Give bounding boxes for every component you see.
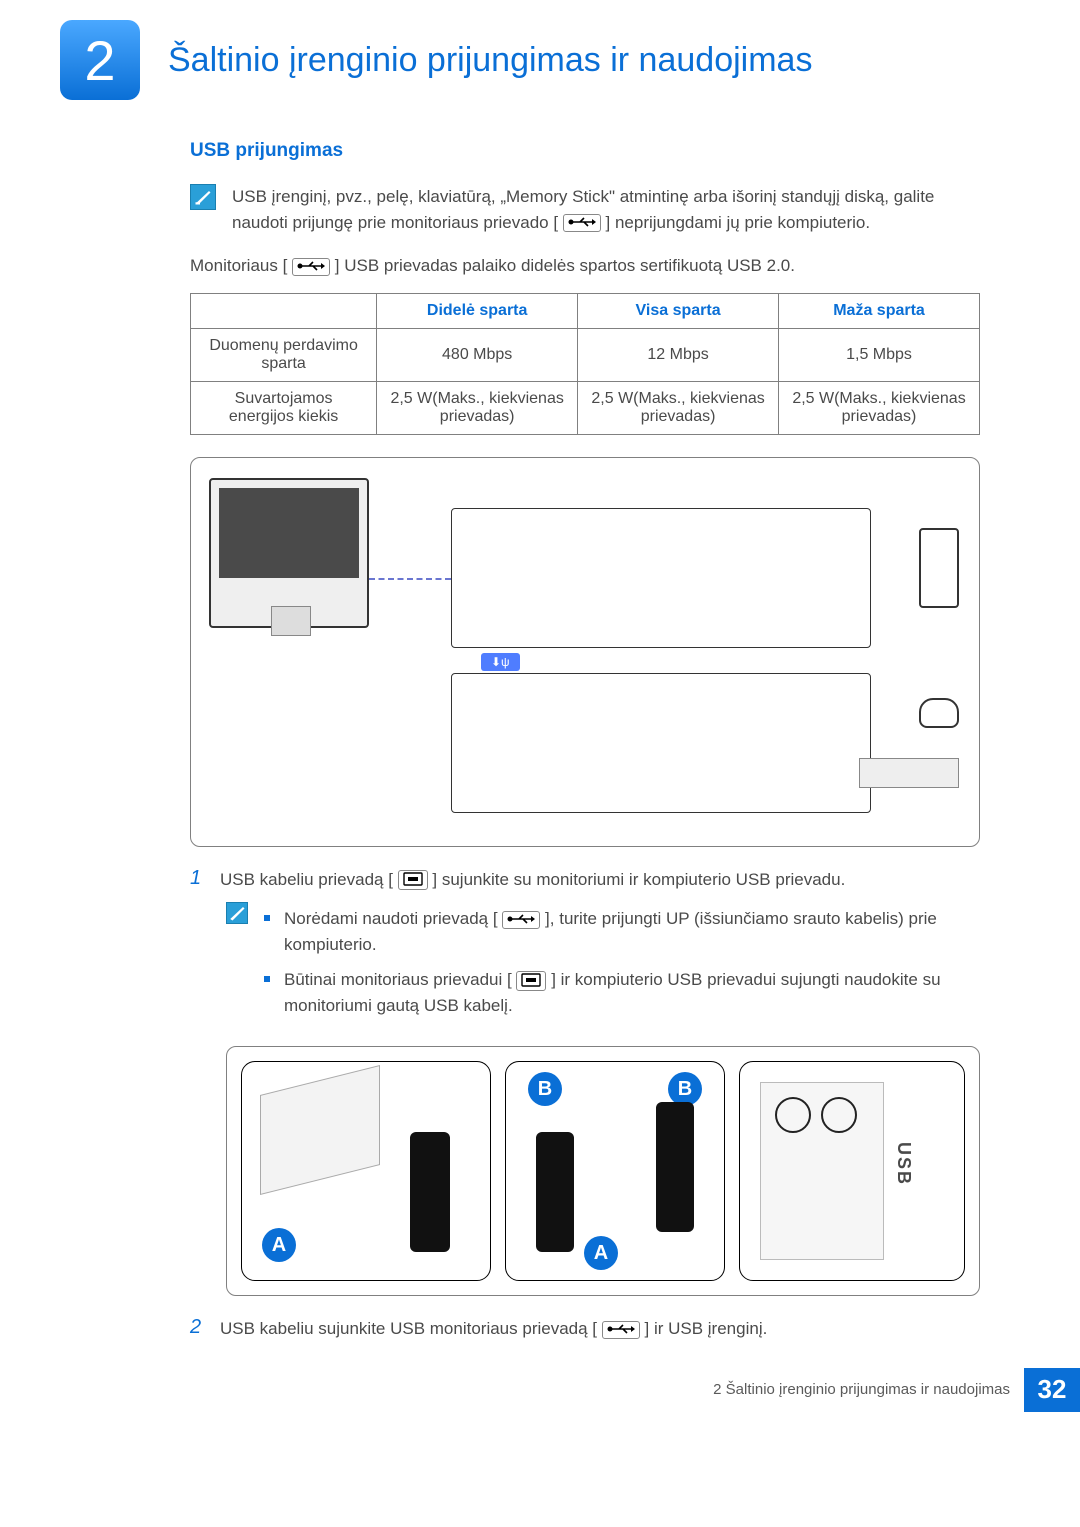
connection-diagram-1: ⬇ψ xyxy=(190,457,980,847)
table-header-cell: Visa sparta xyxy=(578,293,779,328)
page-header: 2 Šaltinio įrenginio prijungimas ir naud… xyxy=(0,0,1080,140)
step-text: USB kabeliu sujunkite USB monitoriaus pr… xyxy=(220,1316,980,1342)
info-note: USB įrenginį, pvz., pelę, klaviatūrą, „M… xyxy=(190,184,980,235)
note-text: USB įrenginį, pvz., pelę, klaviatūrą, „M… xyxy=(232,184,980,235)
page-footer: 2 Šaltinio įrenginio prijungimas ir naud… xyxy=(713,1368,1080,1412)
monitor-illustration xyxy=(209,478,369,628)
text-fragment: ] sujunkite su monitoriumi ir kompiuteri… xyxy=(432,870,845,889)
text-fragment: USB kabeliu sujunkite USB monitoriaus pr… xyxy=(220,1319,597,1338)
usb-port-icon xyxy=(516,971,546,991)
text-fragment: ] USB prievadas palaiko didelės spartos … xyxy=(335,256,795,275)
table-cell: Duomenų perdavimo sparta xyxy=(191,328,377,381)
chapter-number-badge: 2 xyxy=(60,20,140,100)
diagram-sub-1: A xyxy=(241,1061,491,1281)
table-cell: 480 Mbps xyxy=(377,328,578,381)
text-fragment: Būtinai monitoriaus prievadui [ xyxy=(284,970,512,989)
table-cell: 2,5 W(Maks., kiekvienas prievadas) xyxy=(578,381,779,434)
diagram-sub-2: B B A xyxy=(505,1061,725,1281)
footer-page-number: 32 xyxy=(1024,1368,1080,1412)
text-fragment: USB kabeliu prievadą [ xyxy=(220,870,393,889)
table-cell: 2,5 W(Maks., kiekvienas prievadas) xyxy=(779,381,980,434)
usb-tag-icon: ⬇ψ xyxy=(481,653,520,671)
step-number: 2 xyxy=(190,1316,220,1339)
info-note: Norėdami naudoti prievadą [ ], turite pr… xyxy=(226,902,980,1028)
usb-label: USB xyxy=(893,1142,914,1186)
section-title: USB prijungimas xyxy=(190,140,980,162)
paragraph: Monitoriaus [ ] USB prievadas palaiko di… xyxy=(190,253,980,279)
connector-label-b: B xyxy=(668,1072,702,1106)
usb-spec-table: Didelė sparta Visa sparta Maža sparta Du… xyxy=(190,293,980,435)
connection-diagram-2: A B B A USB xyxy=(226,1046,980,1296)
table-header-cell: Maža sparta xyxy=(779,293,980,328)
usb-branch-icon xyxy=(502,911,540,929)
step-text: USB kabeliu prievadą [ ] sujunkite su mo… xyxy=(220,867,980,893)
usb-branch-icon xyxy=(292,258,330,276)
step-number: 1 xyxy=(190,867,220,890)
connector-label-a: A xyxy=(262,1228,296,1262)
diagram-sub-3: USB xyxy=(739,1061,965,1281)
bullet-dot-icon xyxy=(264,915,270,921)
table-cell: Suvartojamos energijos kiekis xyxy=(191,381,377,434)
bullet-dot-icon xyxy=(264,976,270,982)
table-header-cell xyxy=(191,293,377,328)
table-row: Duomenų perdavimo sparta 480 Mbps 12 Mbp… xyxy=(191,328,980,381)
note-text-line: prijungę prie monitoriaus prievado [ xyxy=(293,213,559,232)
bullet-item: Būtinai monitoriaus prievadui [ ] ir kom… xyxy=(264,967,980,1018)
table-cell: 12 Mbps xyxy=(578,328,779,381)
footer-chapter-text: 2 Šaltinio įrenginio prijungimas ir naud… xyxy=(713,1381,1010,1398)
table-cell: 1,5 Mbps xyxy=(779,328,980,381)
table-header-cell: Didelė sparta xyxy=(377,293,578,328)
step-2: 2 USB kabeliu sujunkite USB monitoriaus … xyxy=(190,1316,980,1342)
table-row: Suvartojamos energijos kiekis 2,5 W(Maks… xyxy=(191,381,980,434)
table-header-row: Didelė sparta Visa sparta Maža sparta xyxy=(191,293,980,328)
note-text-line: ] neprijungdami jų prie kompiuterio. xyxy=(606,213,871,232)
usb-port-icon xyxy=(398,870,428,890)
cable-panel-a xyxy=(451,508,871,648)
cable-panel-b xyxy=(451,673,871,813)
connector-label-a: A xyxy=(584,1236,618,1270)
pc-illustration xyxy=(919,528,959,608)
bullet-item: Norėdami naudoti prievadą [ ], turite pr… xyxy=(264,906,980,957)
connector-label-b: B xyxy=(528,1072,562,1106)
note-icon xyxy=(226,902,248,924)
text-fragment: Norėdami naudoti prievadą [ xyxy=(284,909,498,928)
mouse-illustration xyxy=(919,698,959,728)
table-cell: 2,5 W(Maks., kiekvienas prievadas) xyxy=(377,381,578,434)
note-text: Norėdami naudoti prievadą [ ], turite pr… xyxy=(264,902,980,1028)
step-1: 1 USB kabeliu prievadą [ ] sujunkite su … xyxy=(190,867,980,893)
usb-branch-icon xyxy=(563,214,601,232)
keyboard-illustration xyxy=(859,758,959,788)
text-fragment: Monitoriaus [ xyxy=(190,256,287,275)
text-fragment: ] ir USB įrenginį. xyxy=(645,1319,768,1338)
chapter-title: Šaltinio įrenginio prijungimas ir naudoj… xyxy=(168,41,812,80)
usb-branch-icon xyxy=(602,1321,640,1339)
note-icon xyxy=(190,184,216,210)
